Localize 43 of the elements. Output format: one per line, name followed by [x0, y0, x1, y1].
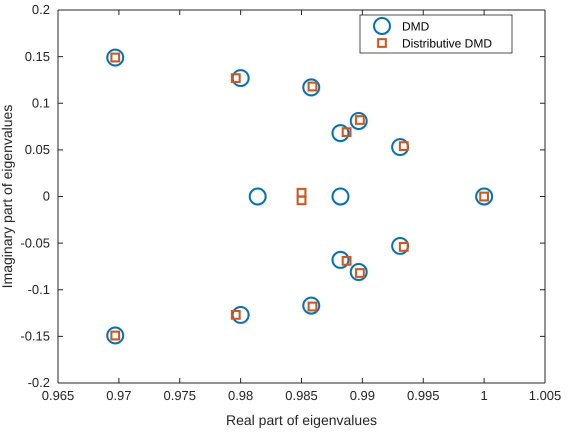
x-tick-label: 0.965	[42, 388, 74, 404]
y-axis-title: Imaginary part of eigenvalues	[0, 104, 15, 288]
x-tick-label: 1.005	[528, 388, 562, 404]
y-tick-label: -0.1	[28, 282, 50, 297]
point	[391, 138, 410, 156]
point	[350, 263, 368, 281]
y-tick-label: -0.15	[20, 328, 50, 344]
y-tick-label: 0.1	[32, 95, 50, 110]
x-tick-label: 0.985	[285, 388, 318, 404]
y-tick-label: 0.2	[32, 2, 50, 18]
legend-label: DMD	[402, 20, 430, 34]
point	[475, 188, 494, 206]
point	[296, 195, 306, 206]
point	[331, 250, 350, 269]
point	[296, 188, 306, 198]
point	[230, 73, 241, 83]
x-tick-label: 0.995	[406, 388, 440, 404]
point	[342, 127, 352, 138]
point	[331, 124, 350, 142]
x-tick-label: 0.99	[350, 388, 376, 404]
point	[248, 188, 267, 206]
y-tick-label: 0.05	[24, 142, 50, 158]
x-tick-label: 0.97	[106, 388, 132, 404]
point	[350, 112, 368, 130]
y-tick-label: -0.05	[20, 235, 50, 250]
point	[230, 310, 241, 320]
legend-label: Distributive DMD	[402, 36, 492, 50]
y-tick-label: 0.15	[24, 48, 50, 64]
point	[106, 48, 124, 67]
x-axis-title: Real part of eigenvalues	[226, 412, 377, 428]
point	[391, 236, 410, 255]
point	[302, 78, 320, 96]
point	[342, 256, 352, 266]
point	[232, 306, 250, 324]
y-tick-label: 0	[42, 188, 50, 204]
x-tick-label: 1	[480, 388, 488, 404]
point	[106, 326, 124, 344]
point	[302, 296, 320, 315]
point	[331, 188, 350, 206]
x-tick-label: 0.975	[163, 388, 196, 404]
x-tick-label: 0.98	[228, 388, 254, 404]
point	[232, 69, 250, 88]
y-tick-label: -0.2	[28, 375, 50, 390]
